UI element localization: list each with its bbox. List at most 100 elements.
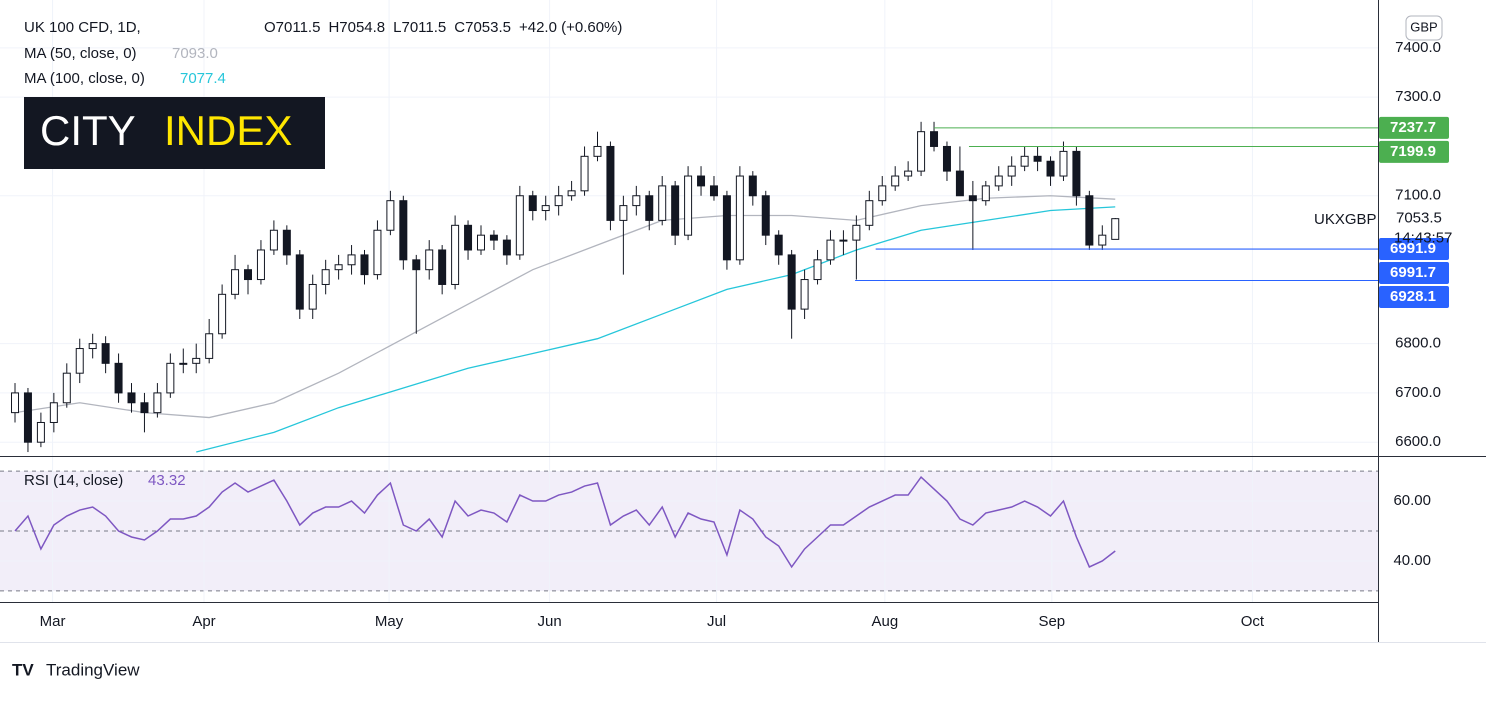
candle-body — [645, 195, 654, 221]
countdown: 14:43:57 — [1394, 230, 1452, 247]
rsi-name: RSI (14, close) — [24, 472, 123, 489]
y-tick-label: 7300.0 — [1395, 88, 1441, 105]
candle-body — [606, 145, 615, 221]
level-label: 6991.9 — [1390, 240, 1436, 257]
level-label: 6928.1 — [1390, 288, 1436, 305]
candle-body — [88, 343, 97, 350]
moving-average — [196, 206, 1116, 453]
candle-body — [930, 131, 939, 147]
candle-body — [101, 343, 110, 364]
candle-body — [295, 254, 304, 310]
candle-body — [308, 283, 317, 310]
candle-body — [23, 392, 32, 443]
marks — [11, 121, 1120, 569]
candle-body — [955, 170, 964, 197]
level-label: 7237.7 — [1390, 119, 1436, 136]
candle-body — [891, 175, 900, 187]
ma100-value: 7077.4 — [180, 70, 226, 87]
candle-body — [722, 195, 731, 261]
level-label: 6991.7 — [1390, 264, 1436, 281]
rsi-tick-label: 40.00 — [1393, 552, 1431, 569]
candle-body — [179, 362, 188, 365]
y-tick-label: 6800.0 — [1395, 335, 1441, 352]
candle-body — [1098, 234, 1107, 246]
moving-average — [14, 195, 1116, 419]
candle-body — [878, 185, 887, 202]
candle-body — [399, 200, 408, 261]
candle-body — [826, 239, 835, 261]
candle-body — [787, 254, 796, 310]
candle-body — [632, 195, 641, 207]
candle-body — [761, 195, 770, 236]
level-label-box — [1379, 238, 1449, 261]
logo-index: INDEX — [164, 107, 292, 154]
candle-body — [114, 362, 123, 394]
level-label-box — [1379, 116, 1449, 139]
candle-body — [373, 229, 382, 276]
candle-body — [256, 249, 265, 281]
y-tick-label: 7100.0 — [1395, 187, 1441, 204]
x-tick-label: Aug — [871, 613, 898, 630]
y-tick-label: 6700.0 — [1395, 384, 1441, 401]
candle-body — [321, 269, 330, 285]
x-tick-label: Jun — [538, 613, 562, 630]
candle-body — [127, 392, 136, 404]
x-tick-label: Apr — [192, 613, 215, 630]
candle-body — [205, 333, 214, 359]
candle-body — [593, 145, 602, 157]
candle-body — [244, 269, 253, 281]
ohlc-label: H7054.8 — [328, 19, 385, 36]
currency[interactable]: GBP — [1410, 19, 1437, 34]
candle-body — [75, 348, 84, 374]
currency-box[interactable] — [1405, 15, 1443, 41]
candle-body — [554, 195, 563, 207]
x-tick-label: Mar — [40, 613, 66, 630]
candle-body — [282, 229, 291, 256]
candle-body — [166, 362, 175, 394]
candle-body — [852, 224, 861, 241]
x-tick-label: May — [375, 613, 404, 630]
ma100-name: MA (100, close, 0) — [24, 70, 145, 87]
level-label-box — [1379, 140, 1449, 163]
overlay: Mar Apr May Jun Jul Aug Sep Oct 6600.0 6700.0 6800… — [40, 19, 1453, 630]
candle-body — [774, 234, 783, 256]
candle-body — [62, 372, 71, 404]
candle-body — [218, 293, 227, 335]
candle-body — [438, 249, 447, 285]
rsi-value: 43.32 — [148, 472, 186, 489]
ohlc-label: C7053.5 — [454, 19, 511, 36]
ohlc-label: O7011.5 — [264, 19, 320, 36]
level-label: 7199.9 — [1390, 143, 1436, 160]
logo-box — [24, 97, 325, 169]
x-tick-label: Oct — [1241, 613, 1265, 630]
candle-body — [839, 239, 848, 242]
rsi-tick-label: 60.00 — [1393, 492, 1431, 509]
candle-body — [11, 392, 20, 414]
candle-body — [697, 175, 706, 187]
logo-city: CITY — [40, 107, 136, 154]
candle-body — [567, 190, 576, 197]
candle-body — [619, 205, 628, 221]
grid — [0, 0, 1378, 602]
candle-body — [1111, 218, 1120, 240]
candle-body — [658, 185, 667, 221]
last-price: 7053.5 — [1396, 210, 1442, 227]
candle-body — [671, 185, 680, 236]
candle-body — [489, 234, 498, 241]
candle-body — [735, 175, 744, 261]
ohlc-label: L7011.5 — [393, 19, 446, 36]
candle-body — [813, 259, 822, 281]
candle-body — [981, 185, 990, 202]
candle-body — [153, 392, 162, 414]
candle-body — [1020, 155, 1029, 167]
candle-body — [386, 200, 395, 231]
candle-body — [541, 205, 550, 212]
ma50-value: 7093.0 — [172, 45, 218, 62]
candle-body — [917, 131, 926, 172]
ohlc-label: +42.0 (+0.60%) — [519, 19, 622, 36]
candle-body — [347, 254, 356, 266]
candle-body — [904, 170, 913, 177]
brand[interactable]: TradingView — [46, 660, 140, 679]
candle-body — [968, 195, 977, 202]
